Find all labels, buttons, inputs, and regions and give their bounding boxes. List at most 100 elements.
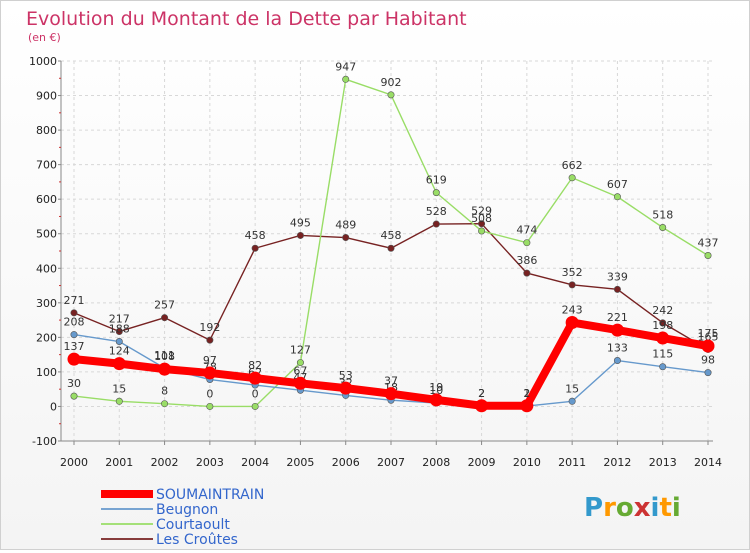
data-label: 30 [67, 377, 81, 390]
data-label: 619 [426, 174, 447, 187]
data-label: 662 [562, 159, 583, 172]
data-label: 339 [607, 270, 628, 283]
data-label: 192 [199, 321, 220, 334]
chart-title: Evolution du Montant de la Dette par Hab… [26, 8, 467, 30]
data-label: 127 [290, 344, 311, 357]
data-label: 98 [701, 354, 715, 367]
data-point [339, 381, 353, 395]
chart-subtitle: (en €) [28, 31, 61, 44]
y-tick-label: 1000 [29, 55, 57, 68]
y-tick-label: 800 [36, 124, 57, 137]
data-point [296, 359, 304, 367]
data-point [475, 399, 489, 413]
x-tick-label: 2002 [151, 456, 179, 469]
data-point [251, 244, 259, 252]
data-point [158, 362, 172, 376]
data-point [613, 357, 621, 365]
data-label: 37 [384, 375, 398, 388]
legend-label: Les Croûtes [156, 532, 238, 548]
legend-label: Courtaoult [156, 517, 230, 533]
logo-letter: i [651, 493, 660, 523]
proxiti-logo: Proxiti [584, 493, 681, 523]
x-tick-label: 2014 [694, 456, 722, 469]
data-point [115, 397, 123, 405]
data-label: 2 [478, 387, 485, 400]
data-point [701, 339, 715, 353]
legend-item: SOUMAINTRAIN [101, 487, 264, 503]
logo-letter: r [603, 493, 616, 523]
data-point [704, 251, 712, 259]
data-label: 15 [112, 382, 126, 395]
x-tick-label: 2000 [60, 456, 88, 469]
y-tick-label: 600 [36, 193, 57, 206]
data-point [656, 331, 670, 345]
data-point [704, 369, 712, 377]
data-label: 115 [652, 348, 673, 361]
data-label: 528 [426, 205, 447, 218]
logo-letter: o [616, 493, 634, 523]
data-point [384, 387, 398, 401]
data-label: 10 [429, 384, 443, 397]
data-label: 947 [335, 60, 356, 73]
y-tick-label: 700 [36, 159, 57, 172]
data-point [248, 371, 262, 385]
data-point [112, 357, 126, 371]
data-point [342, 234, 350, 242]
legend-item: Beugnon [101, 502, 218, 518]
data-point [206, 336, 214, 344]
y-tick-label: 900 [36, 90, 57, 103]
data-point [203, 366, 217, 380]
data-label: 175 [698, 327, 719, 340]
legend-item: Courtaoult [101, 517, 230, 533]
data-label: 221 [607, 311, 628, 324]
data-label: 124 [109, 345, 130, 358]
data-point [568, 174, 576, 182]
data-label: 529 [471, 205, 492, 218]
data-point [659, 319, 667, 327]
data-point [523, 269, 531, 277]
data-point [251, 402, 259, 410]
data-label: 0 [252, 387, 259, 400]
data-label: 352 [562, 266, 583, 279]
data-label: 208 [64, 316, 85, 329]
data-label: 508 [471, 212, 492, 225]
data-label: 0 [206, 387, 213, 400]
data-label: 67 [293, 364, 307, 377]
data-label: 607 [607, 178, 628, 191]
data-label: 458 [381, 229, 402, 242]
data-label: 97 [203, 354, 217, 367]
x-tick-label: 2009 [468, 456, 496, 469]
data-point [293, 376, 307, 390]
data-label: 386 [516, 254, 537, 267]
data-point [115, 327, 123, 335]
data-point [429, 393, 443, 407]
x-tick-label: 2006 [332, 456, 360, 469]
x-tick-label: 2010 [513, 456, 541, 469]
data-label: 458 [245, 229, 266, 242]
data-point [610, 323, 624, 337]
axes: -100010020030040050060070080090010002000… [29, 55, 722, 469]
data-point [70, 309, 78, 317]
data-point [387, 244, 395, 252]
y-tick-label: 0 [50, 400, 57, 413]
x-tick-label: 2001 [105, 456, 133, 469]
x-tick-label: 2013 [649, 456, 677, 469]
x-tick-label: 2012 [603, 456, 631, 469]
data-point [478, 227, 486, 235]
data-label: 19 [429, 381, 443, 394]
data-label: 8 [161, 385, 168, 398]
data-label: 53 [339, 369, 353, 382]
data-label: 217 [109, 312, 130, 325]
grid [61, 60, 713, 442]
data-label: 137 [64, 340, 85, 353]
legend-item: Les Croûtes [101, 532, 238, 548]
data-label: 902 [381, 76, 402, 89]
data-label: 2 [478, 387, 485, 400]
data-point [432, 189, 440, 197]
data-label: 82 [248, 359, 262, 372]
data-point [432, 220, 440, 228]
y-tick-label: 400 [36, 262, 57, 275]
logo-letter: i [672, 493, 681, 523]
data-label: 257 [154, 299, 175, 312]
